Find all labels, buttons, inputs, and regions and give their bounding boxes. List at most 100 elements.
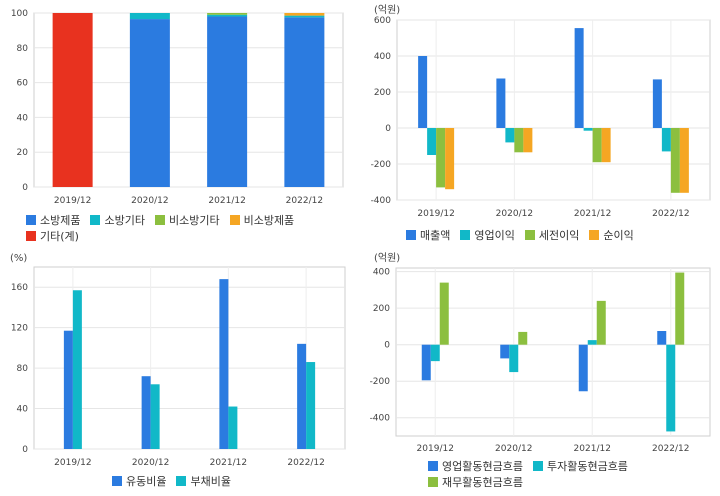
- legend-swatch: [26, 231, 36, 241]
- chart-cashflow: (억원) -400 -200 0 200 400 2019/12 2020/12 2021/12…: [360, 248, 720, 496]
- chart-ratios: (%) 0 40 80 120 160 2019/12 2020/12 2021/12 2022/…: [0, 248, 355, 496]
- legend-label: 영업활동현금흐름: [442, 460, 523, 473]
- x-tick-label: 2021/12: [574, 209, 611, 219]
- legend-label: 세전이익: [538, 229, 580, 242]
- x-tick-label: 2019/12: [54, 196, 91, 206]
- chart-svg: 0 20 40 60 80 100 2019/12 2020/12 2021/12 2022/12: [11, 9, 344, 206]
- bar: [284, 15, 325, 18]
- unit-label: (%): [10, 253, 27, 264]
- bar: [418, 56, 428, 128]
- legend-swatch: [428, 477, 438, 487]
- legend-swatch: [589, 230, 600, 240]
- y-tick-label: -200: [371, 160, 392, 170]
- y-tick-label: 200: [373, 304, 390, 314]
- legend-label: 순이익: [603, 229, 634, 242]
- y-tick-label: 80: [17, 364, 29, 374]
- bar: [583, 128, 593, 131]
- chart-sales-composition: 0 20 40 60 80 100 2019/12 2020/12 2021/12 2022/12…: [0, 0, 355, 245]
- bar: [505, 128, 515, 143]
- legend-label: 소방기타: [104, 214, 145, 227]
- legend-swatch: [26, 215, 36, 225]
- y-tick-label: 0: [384, 341, 390, 351]
- y-tick-label: -200: [370, 377, 391, 387]
- y-tick-label: 400: [373, 268, 390, 278]
- bar: [207, 16, 248, 188]
- unit-label: (억원): [374, 252, 400, 264]
- bar: [661, 128, 671, 152]
- y-tick-label: 600: [374, 16, 391, 26]
- bar: [63, 330, 73, 449]
- chart-svg: (억원) -400 -200 0 200 400 600 2019/12 2020/12 2021…: [371, 4, 711, 219]
- y-tick-label: 0: [385, 124, 391, 134]
- legend-swatch: [154, 215, 165, 225]
- bar: [436, 128, 446, 188]
- legend-item: 기타(계): [26, 229, 79, 245]
- y-tick-label: 40: [17, 113, 29, 123]
- chart-legend: 매출액 영업이익 세전이익 순이익: [406, 228, 716, 244]
- chart-legend: 소방제품 소방기타 비소방기타 비소방제품기타(계): [26, 213, 346, 245]
- bar: [427, 128, 437, 155]
- bar: [666, 344, 676, 432]
- chart-legend: 유동비율 부채비율: [112, 474, 352, 490]
- legend-item: 유동비율: [112, 474, 166, 490]
- legend-item: 영업활동현금흐름: [428, 459, 523, 475]
- bar: [141, 376, 151, 449]
- bar: [587, 340, 597, 345]
- bar: [439, 282, 449, 345]
- y-tick-label: 0: [22, 445, 28, 455]
- y-tick-label: 160: [11, 283, 28, 293]
- bar: [430, 344, 440, 362]
- y-tick-label: 60: [17, 79, 29, 89]
- legend-item: 소방기타: [90, 213, 145, 229]
- chart-legend: 영업활동현금흐름 투자활동현금흐름재무활동현금흐름: [428, 459, 718, 491]
- bar: [129, 13, 170, 20]
- legend-swatch: [112, 476, 122, 486]
- chart-svg: (%) 0 40 80 120 160 2019/12 2020/12 2021/12 2022/…: [10, 253, 346, 468]
- bar: [72, 290, 82, 449]
- unit-label: (억원): [374, 4, 400, 16]
- bar: [509, 344, 519, 373]
- legend-swatch: [524, 230, 535, 240]
- bar: [601, 128, 611, 163]
- legend-label: 매출액: [420, 229, 451, 242]
- legend-item: 매출액: [406, 228, 450, 244]
- legend-swatch: [532, 461, 543, 471]
- bar: [652, 79, 662, 128]
- legend-item: 영업이익: [460, 228, 515, 244]
- y-tick-label: 400: [374, 52, 391, 62]
- x-tick-label: 2020/12: [132, 458, 169, 468]
- bar: [207, 14, 248, 17]
- legend-item: 순이익: [589, 228, 634, 244]
- legend-label: 재무활동현금흐름: [442, 476, 523, 489]
- x-tick-label: 2019/12: [417, 209, 454, 219]
- y-tick-label: 120: [11, 324, 28, 334]
- bar: [592, 128, 602, 163]
- x-tick-label: 2021/12: [574, 444, 611, 454]
- chart-income: (억원) -400 -200 0 200 400 600 2019/12 2020/12 2021…: [360, 0, 720, 245]
- legend-label: 부채비율: [190, 475, 231, 488]
- y-tick-label: 20: [17, 148, 29, 158]
- bar: [670, 128, 680, 193]
- y-tick-label: -400: [371, 196, 392, 206]
- bar: [284, 13, 325, 16]
- legend-item: 부채비율: [176, 474, 231, 490]
- bar: [207, 13, 248, 15]
- y-tick-label: 200: [374, 88, 391, 98]
- legend-swatch: [176, 476, 187, 486]
- bar: [496, 78, 506, 128]
- x-tick-label: 2019/12: [54, 458, 91, 468]
- x-tick-label: 2022/12: [286, 196, 323, 206]
- x-tick-label: 2022/12: [652, 209, 689, 219]
- bar: [306, 362, 316, 449]
- legend-item: 투자활동현금흐름: [532, 459, 628, 475]
- legend-label: 투자활동현금흐름: [546, 460, 628, 473]
- x-tick-label: 2020/12: [496, 209, 533, 219]
- bar: [219, 279, 229, 449]
- bar: [518, 331, 528, 345]
- y-tick-label: 40: [17, 405, 29, 415]
- bar: [679, 128, 689, 193]
- y-tick-label: -400: [370, 414, 391, 424]
- legend-label: 기타(계): [40, 230, 79, 243]
- bar: [657, 331, 667, 345]
- y-tick-label: 80: [17, 44, 29, 54]
